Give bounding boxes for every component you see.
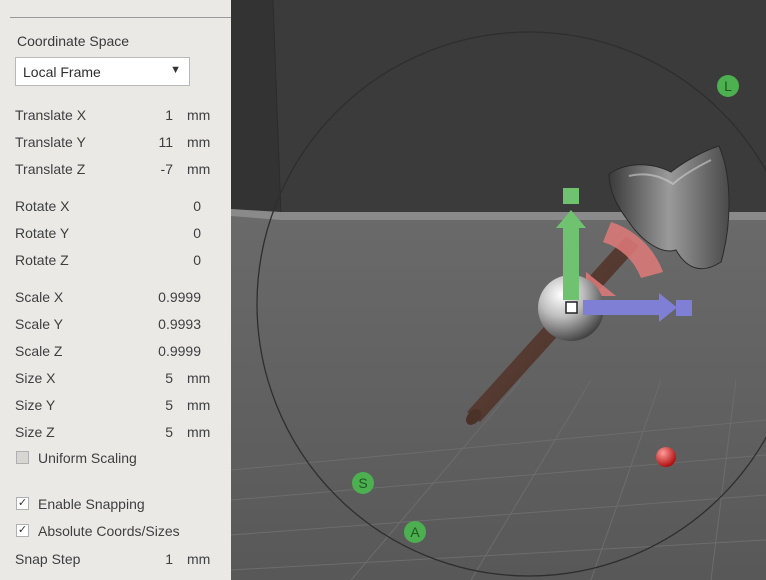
size-y-input[interactable]: 5 [165,397,173,413]
floor-grid [231,379,766,580]
size-x-row: Size X 5 mm [0,368,231,388]
translate-y-input[interactable]: 11 [158,134,173,150]
size-z-label: Size Z [15,424,55,440]
a-handle-label: A [410,524,420,540]
rotate-y-row: Rotate Y 0 [0,223,231,243]
viewport-canvas[interactable]: L S A [231,0,766,580]
size-y-row: Size Y 5 mm [0,395,231,415]
rotate-z-input[interactable]: 0 [193,252,201,268]
y-axis-arrowhead[interactable] [556,210,586,228]
panel-divider [10,17,231,18]
y-axis-scale-handle[interactable] [563,188,579,204]
translate-y-label: Translate Y [15,134,86,150]
x-axis-shaft[interactable] [583,300,659,315]
rotate-y-label: Rotate Y [15,225,70,241]
center-square-handle[interactable] [565,301,578,314]
axe-handle-end [466,409,481,425]
coordinate-space-select[interactable]: Local Frame ▼ [15,57,190,86]
rotate-ring[interactable] [603,222,663,278]
translate-x-input[interactable]: 1 [165,107,173,123]
size-x-input[interactable]: 5 [165,370,173,386]
y-axis-shaft[interactable] [563,228,579,300]
scale-y-row: Scale Y 0.9993 [0,314,231,334]
a-handle[interactable]: A [404,521,426,543]
rotate-x-input[interactable]: 0 [193,198,201,214]
x-axis-scale-handle[interactable] [676,300,692,316]
translate-y-row: Translate Y 11 mm [0,132,231,152]
size-z-input[interactable]: 5 [165,424,173,440]
scale-y-input[interactable]: 0.9993 [158,316,201,332]
enable-snapping-checkbox[interactable]: ✓ Enable Snapping [0,495,231,515]
s-handle[interactable]: S [352,472,374,494]
rotate-y-input[interactable]: 0 [193,225,201,241]
chevron-down-icon: ▼ [170,64,181,76]
x-axis-arrowhead[interactable] [659,293,677,322]
uniform-scaling-label: Uniform Scaling [38,450,137,466]
wall-edge [272,0,282,217]
s-handle-label: S [358,475,367,491]
translate-x-unit: mm [187,107,211,123]
uniform-scaling-box[interactable] [16,451,29,464]
translate-z-unit: mm [187,161,211,177]
absolute-coords-label: Absolute Coords/Sizes [38,523,180,539]
l-handle-label: L [724,78,732,94]
snap-step-unit: mm [187,551,211,567]
rotate-x-row: Rotate X 0 [0,196,231,216]
3d-viewport[interactable]: L S A [231,0,766,580]
size-y-label: Size Y [15,397,56,413]
coordinate-space-label: Coordinate Space [17,33,130,49]
scale-x-row: Scale X 0.9999 [0,287,231,307]
translate-z-row: Translate Z -7 mm [0,159,231,179]
scale-z-label: Scale Z [15,343,63,359]
translate-z-input[interactable]: -7 [160,161,173,177]
enable-snapping-box[interactable]: ✓ [16,497,29,510]
scale-y-label: Scale Y [15,316,63,332]
rotate-x-label: Rotate X [15,198,70,214]
axe-head[interactable] [608,145,730,270]
translate-z-label: Translate Z [15,161,86,177]
coordinate-space-value: Local Frame [23,64,101,80]
rotate-z-row: Rotate Z 0 [0,250,231,270]
l-handle[interactable]: L [717,75,739,97]
size-z-unit: mm [187,424,211,440]
properties-panel: Coordinate Space Local Frame ▼ Translate… [0,0,231,580]
snap-step-row: Snap Step 1 mm [0,549,231,569]
scene-back-wall [231,0,766,216]
axe-head-highlight [628,159,712,186]
scale-z-input[interactable]: 0.9999 [158,343,201,359]
red-sphere-marker[interactable] [656,447,676,467]
enable-snapping-label: Enable Snapping [38,496,145,512]
rotation-guide-circle [256,31,766,577]
size-x-label: Size X [15,370,56,386]
absolute-coords-checkbox[interactable]: ✓ Absolute Coords/Sizes [0,522,231,542]
uniform-scaling-checkbox[interactable]: Uniform Scaling [0,449,231,469]
snap-step-label: Snap Step [15,551,81,567]
rotate-z-label: Rotate Z [15,252,69,268]
translate-y-unit: mm [187,134,211,150]
translate-x-row: Translate X 1 mm [0,105,231,125]
absolute-coords-box[interactable]: ✓ [16,524,29,537]
translate-x-label: Translate X [15,107,87,123]
size-y-unit: mm [187,397,211,413]
size-x-unit: mm [187,370,211,386]
scale-x-input[interactable]: 0.9999 [158,289,201,305]
snap-step-input[interactable]: 1 [165,551,173,567]
size-z-row: Size Z 5 mm [0,422,231,442]
scene-left-wall [231,0,281,216]
scale-z-row: Scale Z 0.9999 [0,341,231,361]
scale-x-label: Scale X [15,289,64,305]
